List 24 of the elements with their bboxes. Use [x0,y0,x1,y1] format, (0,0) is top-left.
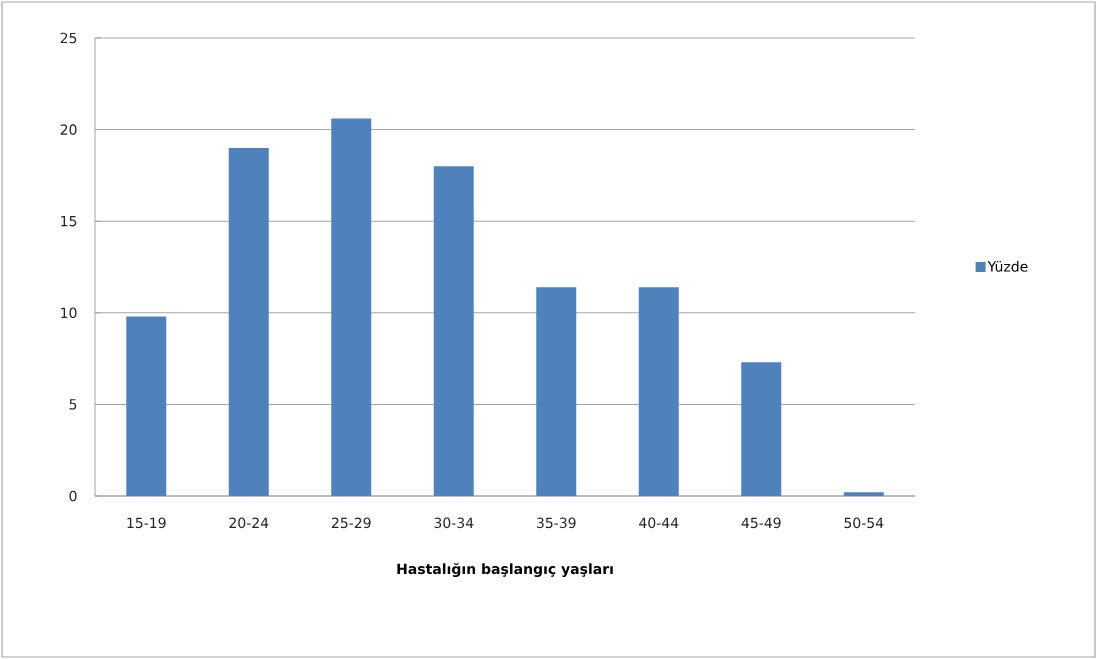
x-tick-label: 35-39 [536,517,576,529]
y-tick-label: 0 [69,490,77,502]
x-tick-label: 20-24 [229,517,269,529]
y-tick-label: 25 [60,32,77,44]
y-tick-label: 10 [61,307,77,319]
legend-label: Yüzde [987,260,1028,272]
bar [331,118,372,496]
x-tick-label: 45-49 [741,517,781,529]
bar [536,287,577,496]
bar [126,316,167,496]
x-axis-title: Hastalığın başlangıç yaşları [397,562,613,577]
bar [638,287,679,496]
x-tick-label: 15-19 [127,517,166,529]
x-tick-label: 30-34 [434,517,474,529]
y-tick-label: 5 [69,399,77,410]
x-tick-label: 25-29 [331,517,371,529]
y-tick-label: 20 [60,124,77,135]
x-tick-label: 50-54 [844,517,884,529]
x-tick-label: 40-44 [639,517,679,529]
bar [433,166,474,496]
bar [843,492,884,496]
y-tick-label: 15 [61,215,77,227]
bar [228,147,269,496]
bar [741,362,782,496]
